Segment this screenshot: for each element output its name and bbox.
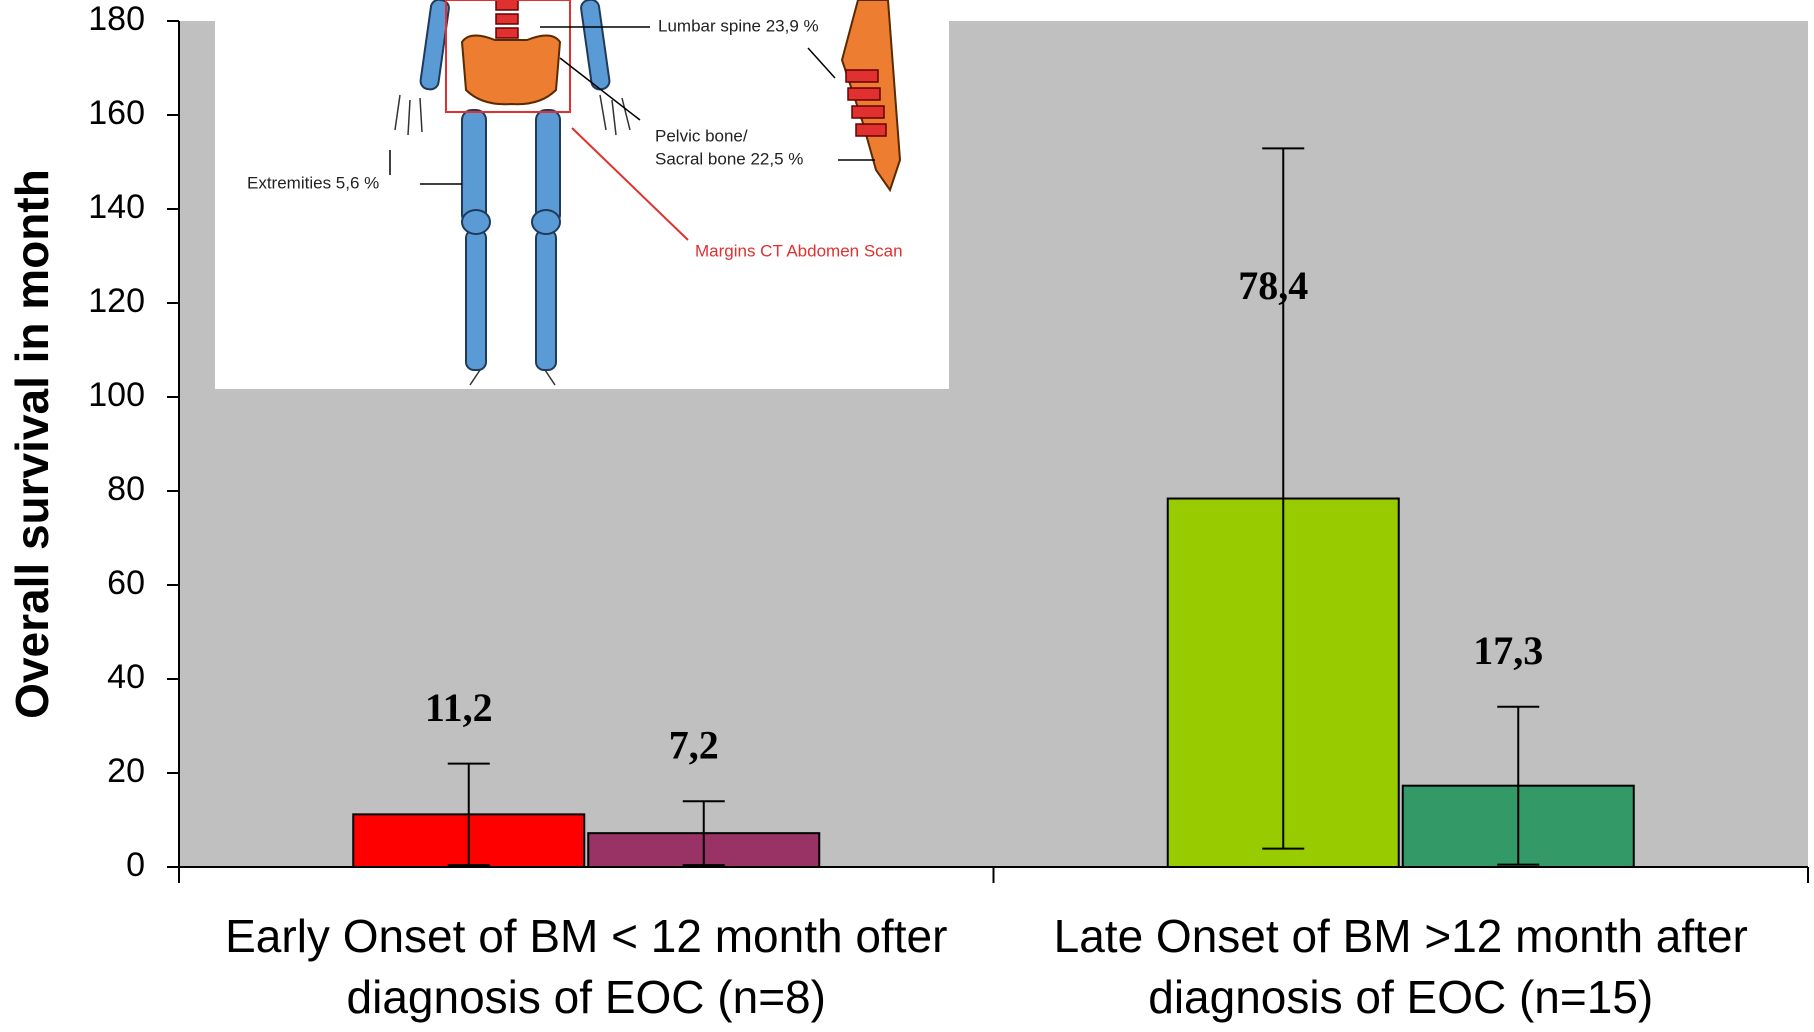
x-tick-label: Early Onset of BM < 12 month ofter [225,910,947,962]
y-tick-label: 40 [107,658,145,696]
y-tick-label: 20 [107,752,145,790]
y-tick-label: 140 [88,188,145,226]
inset-label: Extremities 5,6 % [247,173,379,192]
y-tick-label: 0 [126,846,145,884]
y-axis-label: Overall survival in month [6,169,58,719]
y-tick-label: 100 [88,376,145,414]
value-label: 78,4 [1238,263,1308,308]
inset-label: Pelvic bone/ [655,126,748,145]
y-tick-label: 160 [88,94,145,132]
inset-label: Lumbar spine 23,9 % [658,16,819,35]
y-tick-label: 180 [88,0,145,38]
x-tick-label: Late Onset of BM >12 month after [1054,910,1748,962]
value-label: 11,2 [425,685,493,730]
y-tick-label: 80 [107,470,145,508]
inset-label: Sacral bone 22,5 % [655,149,803,168]
x-tick-label: diagnosis of EOC (n=8) [347,971,826,1023]
value-label: 7,2 [669,722,719,767]
y-tick-label: 120 [88,282,145,320]
inset-label: Margins CT Abdomen Scan [695,241,903,260]
x-tick-label: diagnosis of EOC (n=15) [1148,971,1653,1023]
inset-figure: Lumbar spine 23,9 % Pelvic bone/ Sacral … [215,0,949,389]
y-tick-label: 60 [107,564,145,602]
value-label: 17,3 [1473,628,1543,673]
